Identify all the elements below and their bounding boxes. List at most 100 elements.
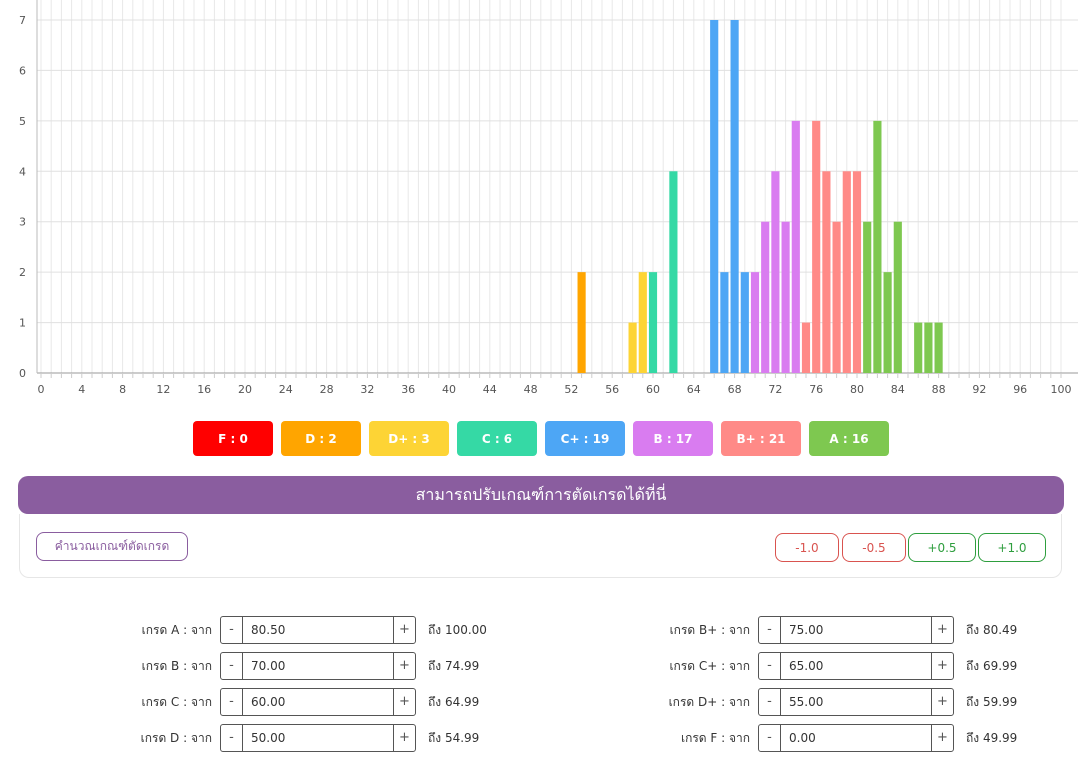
shift-plus-1-button[interactable]: +1.0 [978,533,1046,562]
grade-f-from-input[interactable] [781,725,931,751]
legend-f[interactable]: F : 0 [193,421,273,456]
grade-legend: F : 0 D : 2 D+ : 3 C : 6 C+ : 19 B : 17 … [0,421,1084,456]
y-tick-label: 7 [19,14,26,27]
grade-c-plus-label: เกรด C+ : จาก [669,659,750,673]
histogram-bar [873,120,882,373]
grade-b-plus-label: เกรด B+ : จาก [669,623,750,637]
y-tick-label: 4 [19,165,26,178]
shift-plus-0-5-button[interactable]: +0.5 [908,533,976,562]
grade-d-plus-decrement-button[interactable]: - [759,689,781,715]
x-tick-label: 56 [605,383,619,396]
legend-c-plus[interactable]: C+ : 19 [545,421,625,456]
legend-a[interactable]: A : 16 [809,421,889,456]
histogram-bar [710,20,719,373]
grade-c-stepper: - + [220,688,416,716]
legend-b-plus[interactable]: B+ : 21 [721,421,801,456]
histogram-bar [781,221,790,373]
histogram-bar [883,272,892,373]
histogram-bar [934,322,943,373]
grade-d-plus-stepper: - + [758,688,954,716]
legend-b[interactable]: B : 17 [633,421,713,456]
x-tick-label: 92 [972,383,986,396]
histogram-bar [893,221,902,373]
grade-c-plus-stepper: - + [758,652,954,680]
grade-b-plus-decrement-button[interactable]: - [759,617,781,643]
grade-c-from-input[interactable] [243,689,393,715]
grade-b-plus-to-text: ถึง 80.49 [966,623,1018,637]
grade-b-plus-increment-button[interactable]: + [931,617,953,643]
histogram-bar [832,221,841,373]
histogram-bar [750,272,760,373]
legend-d[interactable]: D : 2 [281,421,361,456]
grade-f-stepper: - + [758,724,954,752]
grade-d-plus-label: เกรด D+ : จาก [668,695,750,709]
histogram-bar [791,120,800,373]
shift-minus-0-5-button[interactable]: -0.5 [842,533,906,562]
x-tick-label: 52 [564,383,578,396]
grade-b-from-input[interactable] [243,653,393,679]
histogram-bar [638,272,647,373]
grade-d-plus-from-input[interactable] [781,689,931,715]
grade-f-increment-button[interactable]: + [931,725,953,751]
x-tick-label: 60 [646,383,660,396]
histogram-bar [852,171,862,373]
histogram-bar [842,171,851,373]
histogram-bar [730,20,739,373]
grade-a-label: เกรด A : จาก [141,623,212,637]
grade-d-to-text: ถึง 54.99 [428,731,480,745]
y-tick-label: 5 [19,115,26,128]
y-tick-label: 2 [19,266,26,279]
grade-d-decrement-button[interactable]: - [221,725,243,751]
histogram-bar [771,171,780,373]
histogram-bar [628,322,637,373]
legend-c[interactable]: C : 6 [457,421,537,456]
adjust-criteria-banner: สามารถปรับเกณฑ์การตัดเกรดได้ที่นี่ [18,476,1064,514]
x-tick-label: 88 [932,383,946,396]
grade-c-plus-decrement-button[interactable]: - [759,653,781,679]
calculate-criteria-button[interactable]: คำนวณเกณฑ์ตัดเกรด [36,532,188,561]
histogram-bar [812,120,821,373]
histogram-bar [577,272,586,373]
grade-d-increment-button[interactable]: + [393,725,415,751]
x-tick-label: 76 [809,383,823,396]
grade-c-plus-from-input[interactable] [781,653,931,679]
x-tick-label: 100 [1051,383,1072,396]
y-tick-label: 1 [19,317,26,330]
x-tick-label: 68 [728,383,742,396]
x-tick-label: 84 [891,383,905,396]
x-tick-label: 4 [78,383,85,396]
x-tick-label: 8 [119,383,126,396]
x-tick-label: 44 [483,383,497,396]
adjust-panel [19,514,1062,578]
legend-d-plus[interactable]: D+ : 3 [369,421,449,456]
grade-a-stepper: - + [220,616,416,644]
histogram-bar [669,171,678,373]
histogram-bar [740,272,749,373]
grade-b-decrement-button[interactable]: - [221,653,243,679]
grade-d-plus-to-text: ถึง 59.99 [966,695,1018,709]
x-tick-label: 48 [524,383,538,396]
grade-c-decrement-button[interactable]: - [221,689,243,715]
x-tick-label: 96 [1013,383,1027,396]
grade-b-label: เกรด B : จาก [141,659,212,673]
grade-a-decrement-button[interactable]: - [221,617,243,643]
histogram-bar [863,221,872,373]
shift-minus-1-button[interactable]: -1.0 [775,533,839,562]
x-tick-label: 28 [320,383,334,396]
grade-b-increment-button[interactable]: + [393,653,415,679]
grade-a-increment-button[interactable]: + [393,617,415,643]
histogram-bar [761,221,770,373]
grade-d-from-input[interactable] [243,725,393,751]
grade-f-decrement-button[interactable]: - [759,725,781,751]
grade-c-increment-button[interactable]: + [393,689,415,715]
grade-b-plus-from-input[interactable] [781,617,931,643]
grade-c-plus-increment-button[interactable]: + [931,653,953,679]
x-tick-label: 0 [38,383,45,396]
x-tick-label: 32 [360,383,374,396]
grade-d-plus-increment-button[interactable]: + [931,689,953,715]
grade-a-from-input[interactable] [243,617,393,643]
x-tick-label: 40 [442,383,456,396]
histogram-bar [914,322,923,373]
x-tick-label: 12 [156,383,170,396]
